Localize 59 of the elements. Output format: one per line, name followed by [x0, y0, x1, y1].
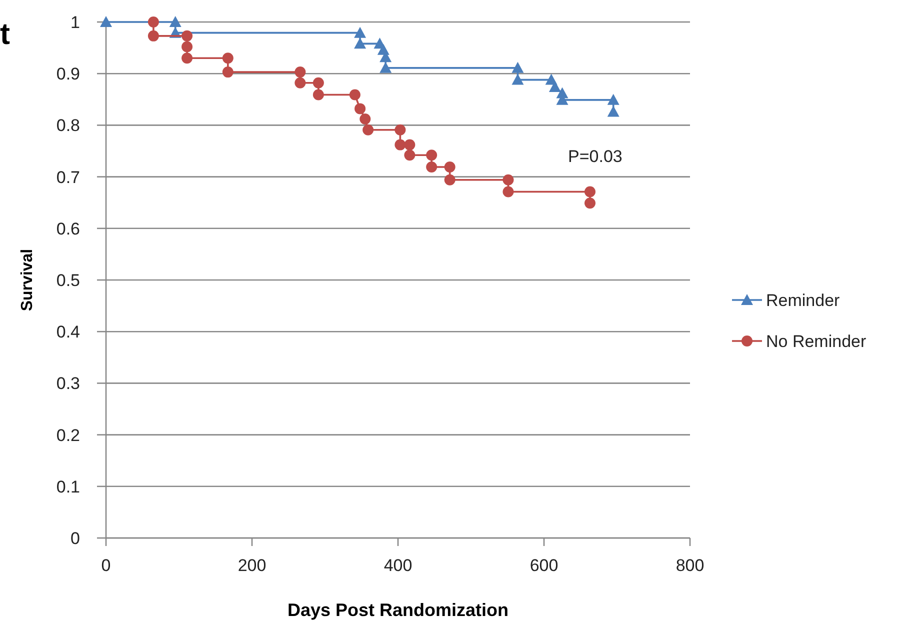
point: [607, 94, 620, 105]
legend-label: Reminder: [766, 290, 840, 310]
x-tick-label: 0: [101, 556, 111, 575]
point: [404, 139, 416, 150]
point: [312, 89, 324, 100]
point: [294, 66, 306, 78]
point: [584, 198, 596, 209]
x-tick-label: 400: [384, 556, 412, 575]
point: [354, 103, 366, 114]
y-axis-title: Survival: [19, 248, 36, 312]
point: [362, 124, 374, 136]
point: [607, 106, 620, 117]
point: [169, 16, 182, 27]
y-tick-label: 0.7: [56, 168, 80, 187]
point: [502, 186, 514, 198]
point: [502, 174, 514, 186]
x-axis-title: Days Post Randomization: [287, 600, 509, 620]
text: t: [0, 18, 10, 51]
point: [548, 81, 561, 92]
y-tick-label: 0.1: [56, 477, 80, 496]
y-tick-label: 0.6: [56, 219, 80, 238]
point: [222, 66, 234, 78]
point: [354, 26, 366, 38]
annotation: P=0.03: [568, 147, 622, 166]
point: [182, 41, 193, 52]
y-tick-label: 0.9: [56, 64, 80, 84]
point: [394, 139, 406, 150]
y-tick-label: 0.4: [56, 322, 80, 342]
point: [360, 114, 371, 125]
point: [182, 52, 193, 64]
point: [426, 161, 438, 172]
point: [354, 38, 366, 49]
point: [294, 77, 306, 88]
point: [444, 174, 456, 186]
point: [404, 150, 416, 161]
y-tick-label: 0.2: [56, 426, 80, 445]
point: [584, 186, 596, 198]
y-tick-label: 0: [70, 528, 80, 548]
point: [512, 74, 524, 85]
point: [100, 16, 112, 27]
point: [148, 16, 159, 28]
y-tick-label: 0.3: [56, 374, 80, 394]
legend-label: No Reminder: [766, 332, 866, 351]
y-tick-label: 1: [70, 12, 80, 32]
point: [349, 89, 360, 100]
point: [182, 30, 193, 42]
point: [512, 62, 524, 73]
x-tick-label: 200: [238, 556, 266, 575]
point: [380, 62, 392, 73]
point: [426, 150, 438, 161]
x-tick-label: 600: [530, 556, 558, 575]
y-tick-label: 0.8: [56, 116, 80, 136]
point: [444, 161, 456, 172]
y-tick-label: 0.5: [56, 270, 80, 290]
x-tick-label: 800: [676, 556, 704, 575]
point: [222, 52, 234, 64]
point: [148, 30, 159, 42]
point: [312, 77, 324, 88]
point: [394, 124, 406, 136]
